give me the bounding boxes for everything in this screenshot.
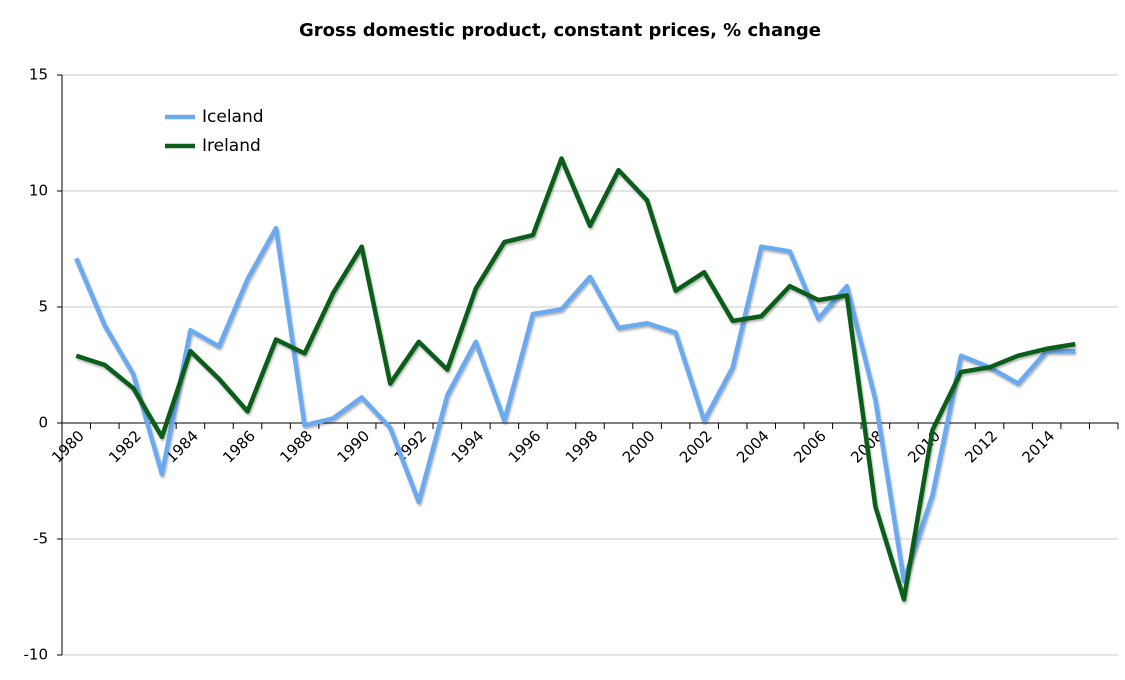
x-tick-label: 2004 xyxy=(733,427,773,467)
x-tick-label: 2014 xyxy=(1018,427,1058,467)
y-tick-label: 10 xyxy=(29,182,48,200)
x-tick-label: 1982 xyxy=(105,427,145,467)
x-tick-label: 1994 xyxy=(448,427,488,467)
chart-title: Gross domestic product, constant prices,… xyxy=(299,20,821,41)
y-tick-label: 0 xyxy=(38,414,48,432)
x-tick-label: 1980 xyxy=(48,427,88,467)
x-tick-label: 2000 xyxy=(619,427,659,467)
series-line xyxy=(75,156,1076,602)
x-tick-label: 1988 xyxy=(276,427,316,467)
series-line xyxy=(74,225,1076,584)
x-tick-label: 1996 xyxy=(505,427,545,467)
y-tick-label: -5 xyxy=(33,530,48,548)
x-tick-label: 1986 xyxy=(219,427,259,467)
legend-label: Ireland xyxy=(202,136,261,156)
x-tick-label: 1998 xyxy=(562,427,602,467)
x-tick-label: 1990 xyxy=(333,427,373,467)
x-tick-label: 2012 xyxy=(961,427,1001,467)
y-tick-label: 5 xyxy=(38,298,48,316)
x-tick-label: 2006 xyxy=(790,427,830,467)
y-tick-label: 15 xyxy=(29,66,48,84)
x-tick-label: 2002 xyxy=(676,427,716,467)
y-tick-label: -10 xyxy=(24,646,49,664)
legend-label: Iceland xyxy=(202,107,264,127)
